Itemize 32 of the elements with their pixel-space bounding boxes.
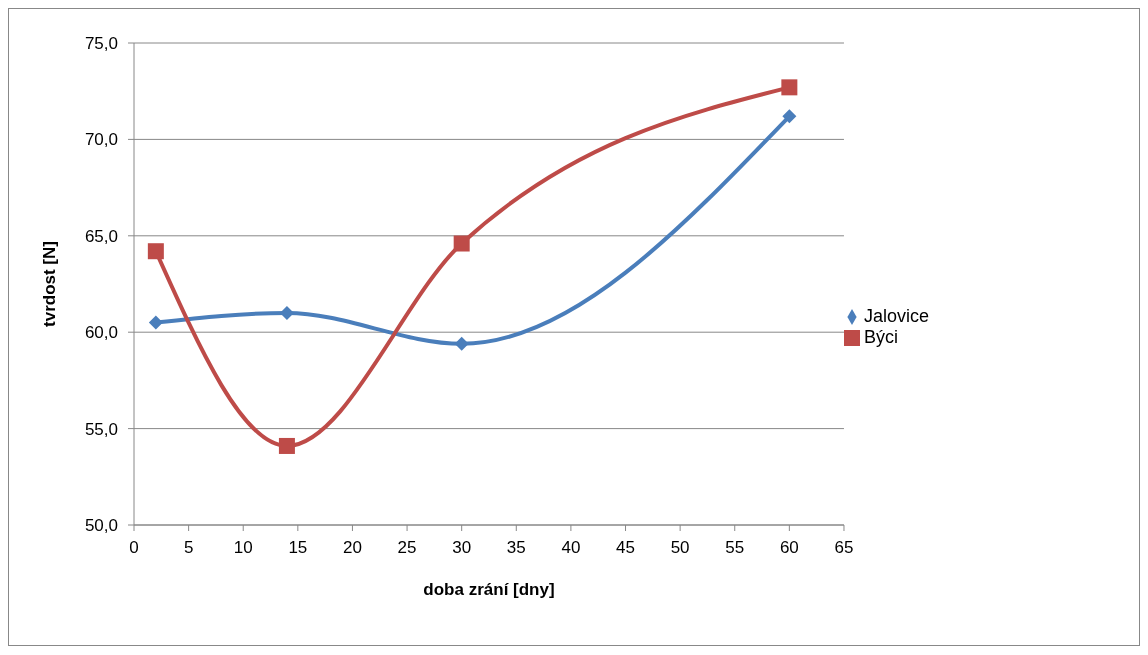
point xyxy=(278,437,295,454)
point xyxy=(781,79,798,96)
y-axis-title: tvrdost [N] xyxy=(40,241,60,327)
x-tick-label: 50 xyxy=(670,538,690,558)
legend-label: Jalovice xyxy=(863,306,929,326)
x-tick-label: 60 xyxy=(779,538,799,558)
point xyxy=(782,109,797,124)
y-tick-label: 60,0 xyxy=(84,323,118,343)
x-tick-label: 40 xyxy=(561,538,581,558)
point xyxy=(453,235,470,252)
x-tick-label: 10 xyxy=(233,538,253,558)
x-tick-label: 15 xyxy=(288,538,308,558)
y-tick-label: 65,0 xyxy=(84,226,118,246)
x-tick-label: 55 xyxy=(725,538,745,558)
x-axis-title: doba zrání [dny] xyxy=(423,580,555,599)
point xyxy=(279,305,294,320)
x-tick-label: 25 xyxy=(397,538,417,558)
x-tick-label: 45 xyxy=(616,538,635,558)
y-tick-label: 75,0 xyxy=(84,34,118,54)
y-tick-label: 50,0 xyxy=(84,516,118,536)
y-tick-label: 70,0 xyxy=(84,130,118,150)
x-tick-label: 35 xyxy=(506,538,526,558)
legend-label: Býci xyxy=(863,327,898,347)
y-tick-label: 55,0 xyxy=(84,419,118,439)
point xyxy=(148,315,163,330)
x-tick-label: 20 xyxy=(342,538,362,558)
point xyxy=(147,243,164,260)
x-tick-label: 30 xyxy=(452,538,472,558)
x-tick-label: 65 xyxy=(834,538,854,558)
x-tick-label: 0 xyxy=(129,538,139,558)
point xyxy=(454,336,469,351)
x-tick-label: 5 xyxy=(183,538,194,558)
